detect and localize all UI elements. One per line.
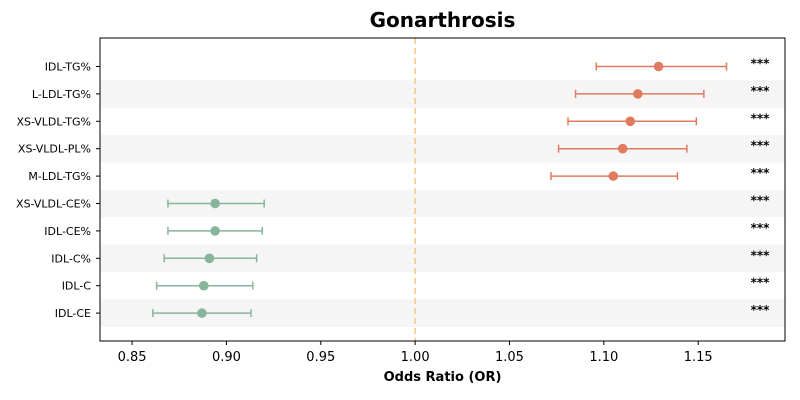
significance-label: *** <box>751 139 771 153</box>
y-tick-label: L-LDL-TG% <box>32 88 91 101</box>
y-tick-label: IDL-CE <box>55 307 91 320</box>
plot-frame <box>99 37 786 342</box>
x-axis-label: Odds Ratio (OR) <box>384 370 502 385</box>
or-point <box>625 116 636 127</box>
x-tick-label: 1.10 <box>589 350 618 365</box>
significance-label: *** <box>751 248 771 262</box>
or-point <box>210 226 220 236</box>
or-point <box>617 143 628 154</box>
significance-label: *** <box>751 194 771 208</box>
chart-title: Gonarthrosis <box>369 8 516 32</box>
y-tick-label: IDL-C% <box>51 252 91 265</box>
significance-label: *** <box>751 84 771 98</box>
x-tick-label: 1.00 <box>401 350 430 365</box>
or-point <box>608 171 619 181</box>
y-tick-label: IDL-TG% <box>45 61 91 74</box>
or-point <box>198 280 209 291</box>
significance-label: *** <box>751 57 771 71</box>
or-point <box>204 253 215 264</box>
x-tick-label: 0.90 <box>212 350 241 365</box>
or-point <box>210 198 220 209</box>
y-tick-label: XS-VLDL-TG% <box>16 115 91 128</box>
x-tick-label: 0.85 <box>118 350 147 365</box>
y-tick-label: IDL-C <box>62 280 92 293</box>
or-point <box>197 308 207 318</box>
significance-label: *** <box>751 166 771 180</box>
x-tick-label: 0.95 <box>306 350 335 365</box>
significance-label: *** <box>751 276 771 290</box>
y-tick-label: M-LDL-TG% <box>28 170 91 183</box>
significance-label: *** <box>751 111 771 125</box>
y-tick-label: XS-VLDL-CE% <box>16 198 91 211</box>
significance-label: *** <box>751 221 771 235</box>
y-tick-label: XS-VLDL-PL% <box>18 143 91 156</box>
x-tick-label: 1.05 <box>495 350 524 365</box>
or-point <box>633 89 643 99</box>
x-tick-label: 1.15 <box>684 350 713 365</box>
or-point <box>653 61 664 72</box>
significance-label: *** <box>751 303 771 317</box>
y-tick-label: IDL-CE% <box>44 225 91 238</box>
